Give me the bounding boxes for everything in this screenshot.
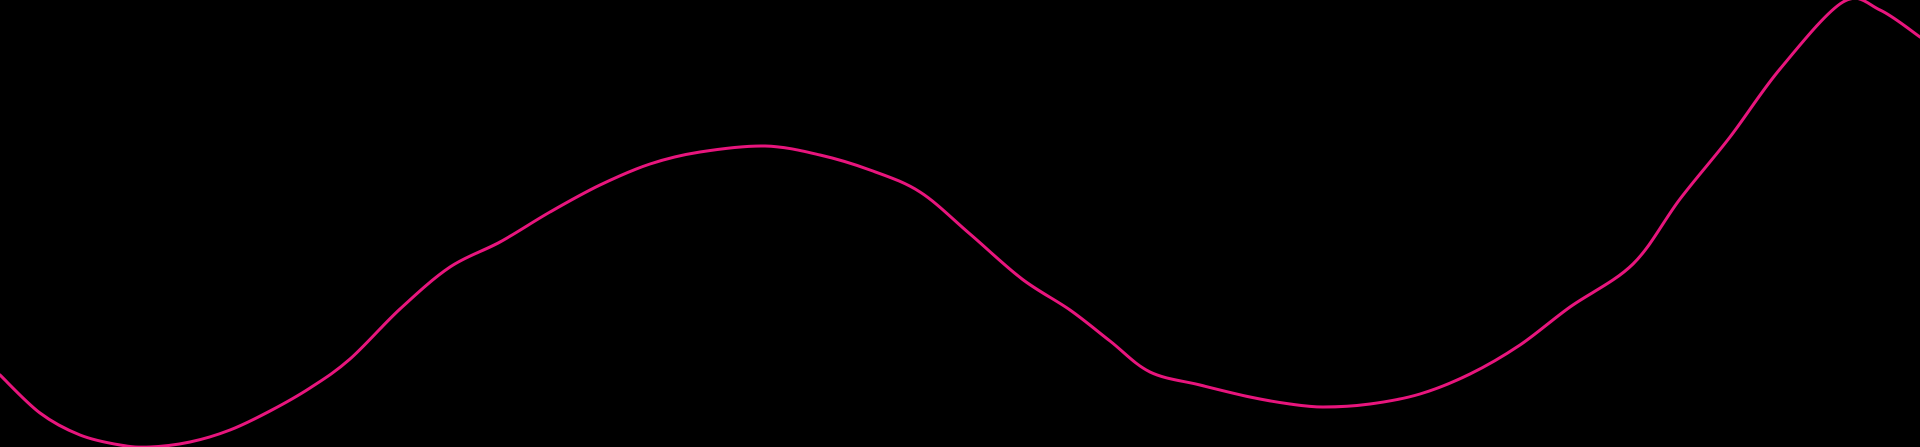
series-group (0, 0, 1920, 447)
wave-line-series (0, 0, 1920, 447)
line-chart-svg (0, 0, 1920, 447)
chart-canvas: Pink sine-like wave on black background (0, 0, 1920, 447)
